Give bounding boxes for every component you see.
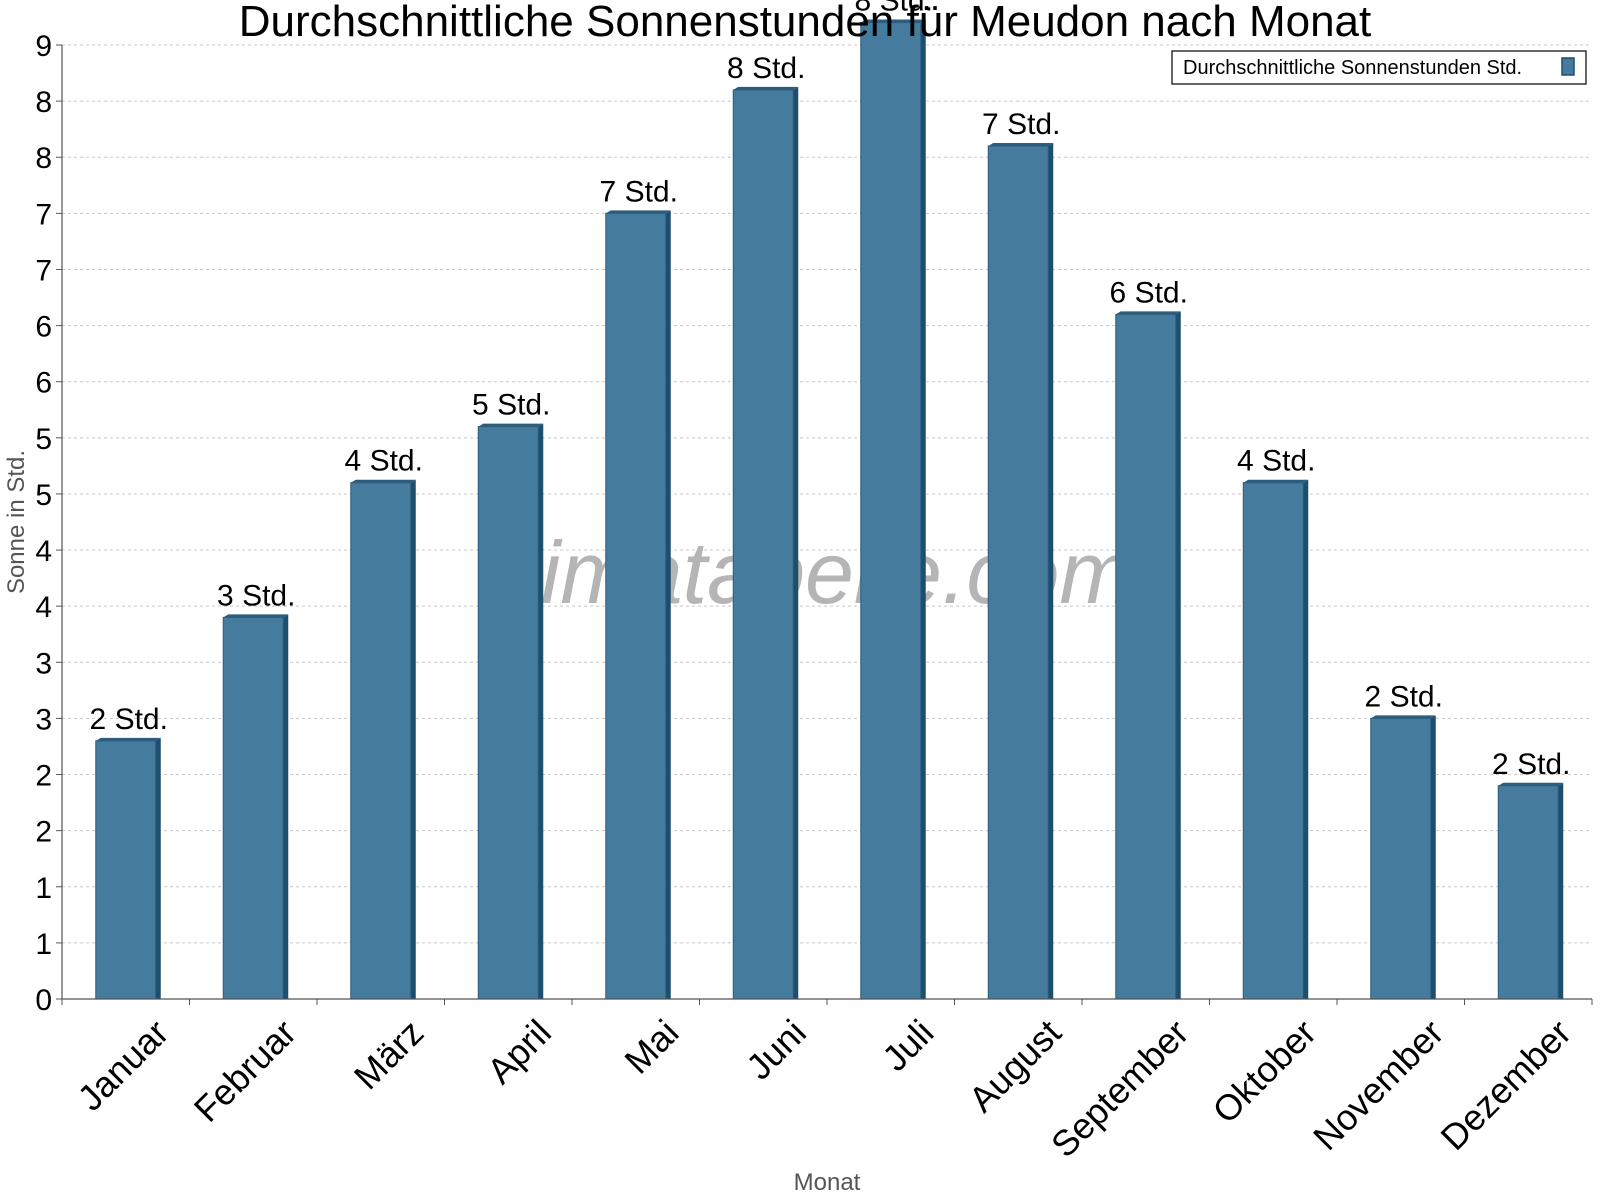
x-category-label: September (1043, 1012, 1197, 1166)
x-category-label: Mai (616, 1012, 686, 1082)
y-axis-title: Sonne in Std. (3, 450, 30, 594)
bar (1115, 313, 1177, 1000)
y-tick-label: 8 (35, 86, 52, 119)
bar (987, 145, 1049, 1000)
bar-value-label: 4 Std. (345, 445, 423, 478)
bar-value-label: 7 Std. (982, 108, 1060, 141)
bar-top (95, 737, 161, 741)
bar-side (1558, 782, 1564, 999)
bar-value-label: 6 Std. (1110, 276, 1188, 309)
bar-top (1370, 715, 1436, 719)
chart-title: Durchschnittliche Sonnenstunden für Meud… (239, 0, 1371, 46)
bar-top (860, 19, 926, 23)
bar-side (1430, 715, 1436, 999)
bar (1497, 785, 1559, 1000)
bar-value-label: 2 Std. (1492, 748, 1570, 781)
bar-value-label: 7 Std. (600, 175, 678, 208)
y-tick-label: 3 (35, 647, 52, 680)
y-tick-label: 0 (35, 984, 52, 1017)
bar-side (538, 423, 544, 1000)
bar-value-label: 2 Std. (90, 703, 168, 736)
bar (605, 212, 667, 1000)
y-tick-label: 4 (35, 591, 52, 624)
y-tick-label: 4 (35, 535, 52, 568)
bar-side (1175, 311, 1181, 999)
category-labels: Januar Februar März April Mai Juni Juli AugustS… (70, 1012, 1579, 1166)
bar-side (155, 737, 161, 999)
y-tick-label: 5 (35, 479, 52, 512)
data-labels: 2 Std. 3 Std. 4 Std. 5 Std. 7 Std. 8 Std. 8 St… (90, 0, 1571, 781)
y-tick-label: 1 (35, 872, 52, 905)
bar-value-label: 2 Std. (1365, 680, 1443, 713)
x-category-label: Juli (874, 1012, 941, 1079)
bar-top (1498, 782, 1564, 786)
x-category-label: Dezember (1432, 1012, 1578, 1158)
grid-lines (62, 44, 1592, 944)
bar-side (1048, 143, 1054, 999)
bar-side (920, 19, 926, 1000)
bar-top (1115, 311, 1181, 315)
x-category-label: Januar (70, 1012, 177, 1119)
bar-side (665, 210, 671, 1000)
bar-top (605, 210, 671, 214)
bar (1242, 482, 1304, 1000)
bar-side (1303, 479, 1309, 999)
bar-top (350, 479, 416, 483)
x-category-label: August (961, 1012, 1069, 1120)
y-tick-label: 6 (35, 367, 52, 400)
y-tick-label: 5 (35, 423, 52, 456)
bar-side (793, 86, 799, 1000)
x-ticks (61, 999, 1593, 1005)
y-tick-label: 1 (35, 928, 52, 961)
y-tick-label: 2 (35, 816, 52, 849)
x-category-label: April (479, 1012, 559, 1092)
x-category-label: März (346, 1012, 432, 1098)
legend-label: Durchschnittliche Sonnenstunden Std. (1183, 57, 1522, 79)
y-ticks: 0 1 1 2 2 3 3 4 4 5 5 6 6 7 7 8 8 9 (35, 30, 62, 1017)
y-tick-label: 9 (35, 30, 52, 63)
y-tick-label: 6 (35, 311, 52, 344)
y-tick-label: 7 (35, 198, 52, 231)
axes (61, 45, 1592, 1000)
bar-top (988, 143, 1054, 147)
bar (860, 22, 922, 1000)
y-tick-label: 8 (35, 142, 52, 175)
bar (222, 616, 284, 1000)
x-category-label: Februar (186, 1012, 304, 1130)
y-tick-label: 7 (35, 254, 52, 287)
x-category-label: Oktober (1204, 1012, 1324, 1132)
bar-value-label: 3 Std. (217, 579, 295, 612)
x-axis-title: Monat (794, 1169, 861, 1196)
bar (732, 89, 794, 1000)
bar-top (223, 614, 289, 618)
bar-top (733, 86, 799, 90)
bar-top (1243, 479, 1309, 483)
x-category-label: Juni (738, 1012, 814, 1088)
bar-value-label: 4 Std. (1237, 445, 1315, 478)
bar (477, 426, 539, 1000)
bar-value-label: 8 Std. (855, 0, 933, 18)
bar-top (478, 423, 544, 427)
bar (95, 740, 157, 1000)
x-category-label: November (1305, 1012, 1451, 1158)
bar-value-label: 5 Std. (472, 389, 550, 422)
legend-box (1171, 50, 1587, 85)
legend: Durchschnittliche Sonnenstunden Std. (1171, 50, 1587, 85)
bar (350, 482, 412, 1000)
y-tick-label: 3 (35, 703, 52, 736)
bar-side (410, 479, 416, 999)
bars (95, 19, 1564, 1000)
bar (1370, 717, 1432, 1000)
bar-side (283, 614, 289, 999)
y-tick-label: 2 (35, 760, 52, 793)
legend-swatch (1561, 57, 1575, 76)
bar-value-label: 8 Std. (727, 52, 805, 85)
